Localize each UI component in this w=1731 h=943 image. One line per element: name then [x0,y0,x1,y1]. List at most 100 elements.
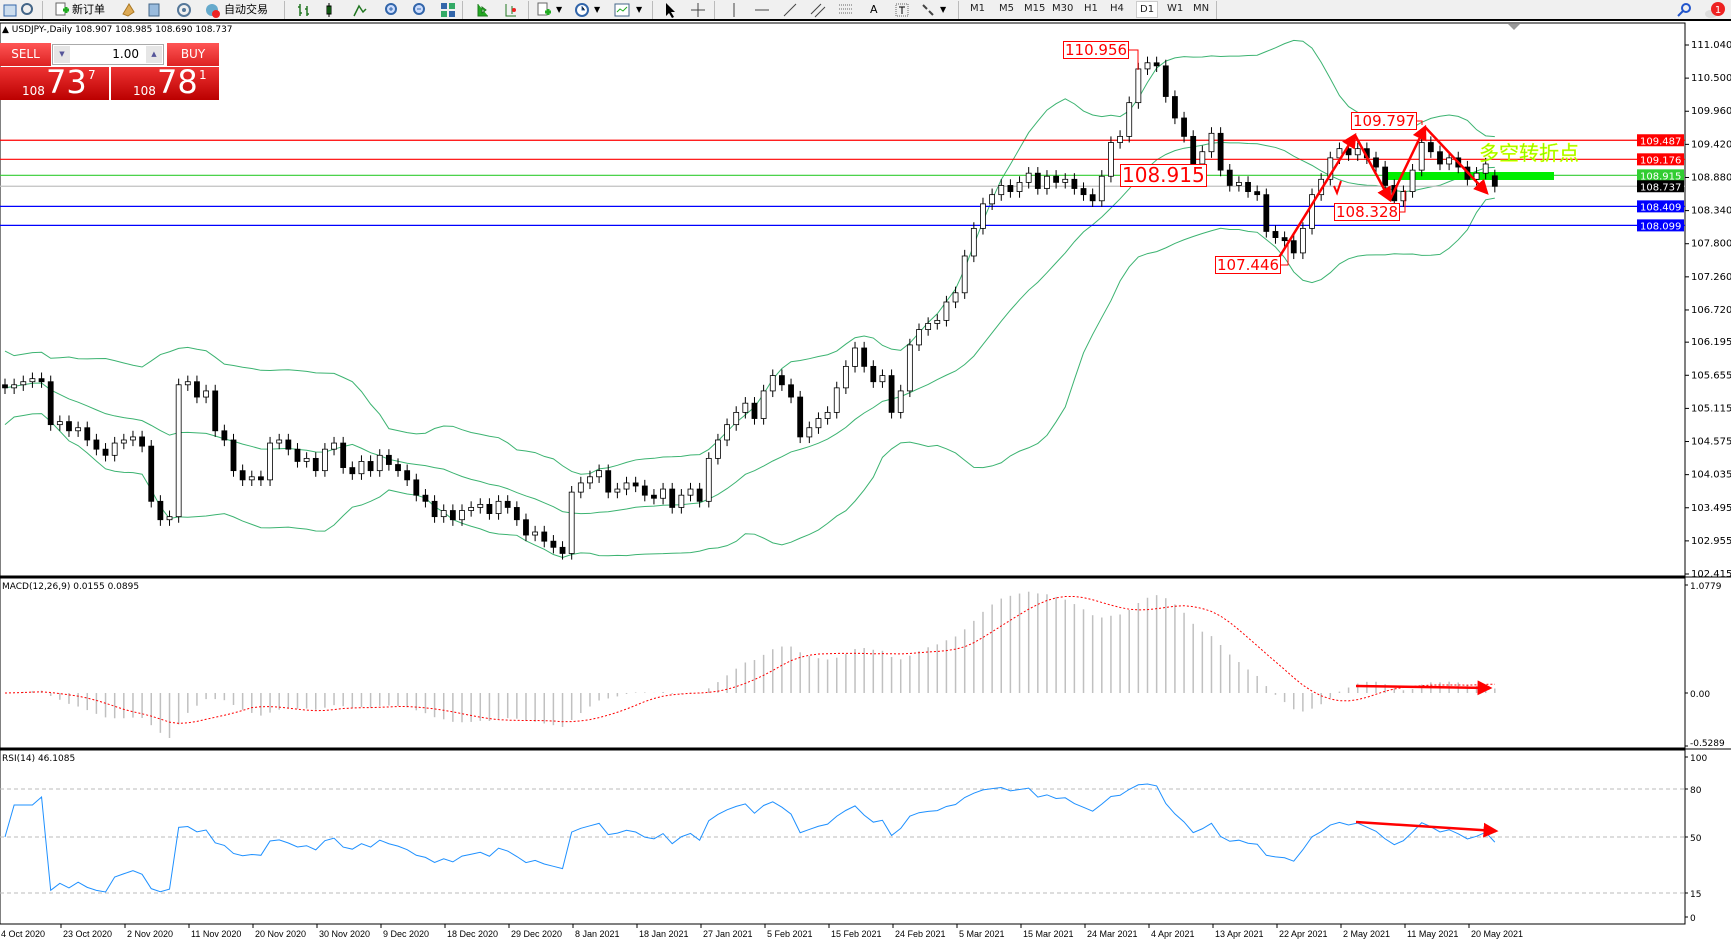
candle[interactable] [769,375,776,392]
candle[interactable] [1025,172,1032,183]
candle[interactable] [303,457,310,462]
main-chart-panel[interactable] [0,22,1686,577]
chevron-down-icon[interactable]: ▼ [940,5,947,14]
candle[interactable] [1080,188,1087,196]
candle[interactable] [888,375,895,413]
candle[interactable] [230,439,237,472]
candle[interactable] [852,347,858,367]
candle[interactable] [906,344,913,392]
arrows-icon[interactable] [920,2,936,18]
candle[interactable] [468,507,475,511]
candle[interactable] [961,255,968,294]
new-order-button[interactable]: 新订单 [72,3,105,16]
candle[interactable] [175,384,182,518]
level-price-label[interactable]: 108.915 [1120,163,1207,187]
timeframe-d1[interactable]: D1 [1136,1,1159,18]
candle[interactable] [212,390,219,432]
search-icon[interactable] [1676,2,1692,18]
candle[interactable] [495,500,502,514]
candle[interactable] [687,488,694,496]
candle[interactable] [1044,175,1050,189]
sell-button[interactable]: SELL [0,43,51,66]
timeframe-m30[interactable]: M30 [1052,3,1074,14]
candle[interactable] [715,439,721,459]
candle[interactable] [513,507,520,521]
candle[interactable] [459,510,465,521]
chart-collapse-icon[interactable]: ▲ [2,25,12,35]
candle[interactable] [157,500,164,521]
candle[interactable] [1226,169,1233,186]
candle[interactable] [358,461,365,475]
candle[interactable] [404,470,411,481]
candle[interactable] [267,442,273,481]
rsi-trend-arrow[interactable] [1355,820,1499,838]
candle[interactable] [678,494,685,508]
candle[interactable] [1172,96,1178,119]
candle[interactable] [294,448,301,462]
candle[interactable] [1108,142,1114,177]
candle[interactable] [1126,102,1133,137]
candle[interactable] [916,329,922,346]
candle[interactable] [248,476,255,481]
candle[interactable] [203,390,209,398]
candle[interactable] [577,482,584,493]
timeframe-h1[interactable]: H1 [1084,3,1098,14]
timeframe-w1[interactable]: W1 [1167,3,1184,14]
candle[interactable] [477,503,484,508]
metaeditor-icon[interactable] [120,2,136,18]
buy-price[interactable]: 108 78 1 [111,63,219,101]
candle[interactable] [194,381,200,398]
candle[interactable] [422,494,429,502]
sell-price[interactable]: 108 73 7 [0,63,109,101]
chevron-down-icon[interactable]: ▼ [556,5,563,14]
candle[interactable] [20,381,27,386]
navigator-icon[interactable] [20,2,36,18]
candle[interactable] [550,540,557,548]
candle[interactable] [833,387,840,413]
candle[interactable] [285,439,292,450]
candle[interactable] [1071,178,1078,189]
second-trough-label[interactable]: 108.328 [1334,203,1401,221]
candle[interactable] [1263,194,1270,232]
candle[interactable] [970,227,977,257]
candle[interactable] [669,488,676,508]
candle[interactable] [751,402,758,419]
candle[interactable] [1053,175,1059,183]
candle[interactable] [1418,142,1425,171]
chart-shift-marker-icon[interactable] [1508,24,1520,30]
new-order-icon[interactable] [54,2,70,18]
candle[interactable] [897,390,904,413]
candle[interactable] [806,427,813,438]
trend-arrow[interactable] [1388,124,1427,201]
candle[interactable] [1446,157,1453,165]
candle[interactable] [779,375,785,386]
candle[interactable] [632,482,639,487]
tile-windows-icon[interactable] [440,2,456,18]
candle[interactable] [1236,181,1242,186]
candle[interactable] [1482,163,1489,174]
timeframe-m1[interactable]: M1 [970,3,985,14]
candle[interactable] [651,494,657,499]
candle[interactable] [815,418,822,429]
timeframe-mn[interactable]: MN [1193,3,1210,14]
candle[interactable] [1382,166,1389,186]
low-price-label[interactable]: 107.446 [1215,256,1282,274]
candlestick-icon[interactable] [324,2,340,18]
candle[interactable] [148,445,155,502]
candle[interactable] [1281,237,1288,242]
zoom-in-icon[interactable] [384,2,400,18]
candle[interactable] [276,439,283,444]
candle[interactable] [1199,151,1206,165]
candle[interactable] [1437,151,1443,165]
candle[interactable] [1007,185,1014,192]
terminal-icon[interactable] [146,2,162,18]
candle[interactable] [797,396,804,438]
second-peak-label[interactable]: 109.797 [1351,112,1418,130]
horizontal-line-icon[interactable] [754,2,770,18]
signals-icon[interactable] [176,2,192,18]
auto-trading-button[interactable]: 自动交易 [224,3,268,16]
candle[interactable] [395,464,401,472]
candle[interactable] [1299,227,1306,254]
candle[interactable] [760,390,767,419]
